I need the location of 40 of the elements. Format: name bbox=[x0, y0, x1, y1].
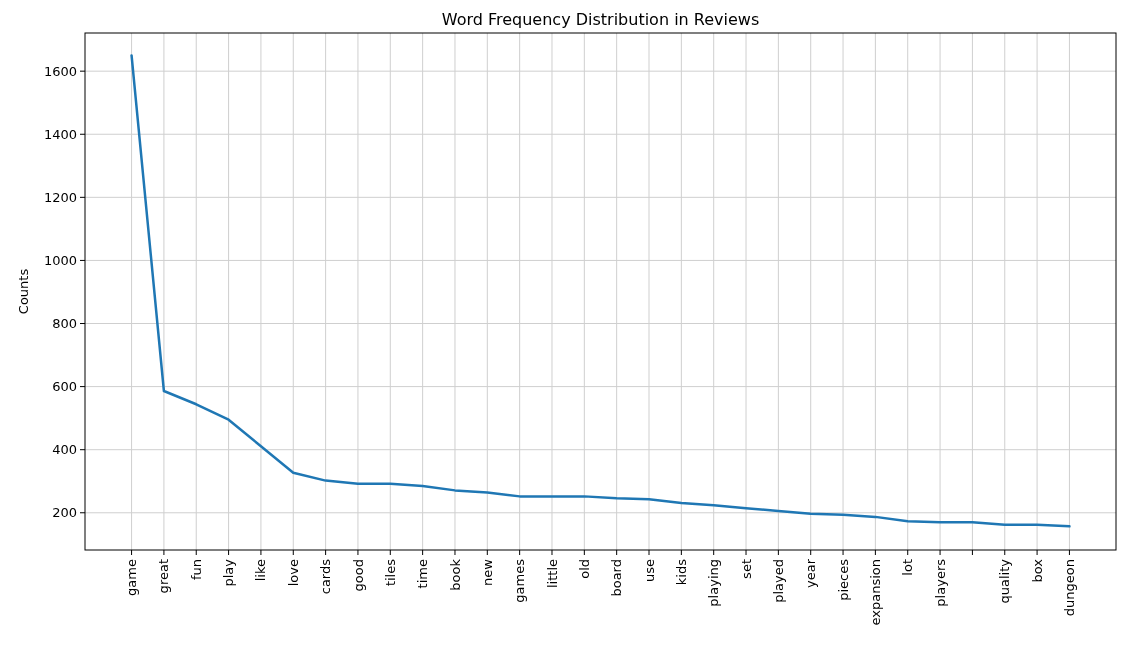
x-tick-label: good bbox=[350, 559, 366, 592]
x-tick-label: great bbox=[156, 559, 172, 594]
x-tick-label: played bbox=[770, 559, 786, 603]
x-tick-label: time bbox=[415, 559, 431, 589]
x-tick-label: playing bbox=[706, 559, 722, 607]
x-tick-label: dungeon bbox=[1061, 559, 1077, 617]
y-tick-label: 1600 bbox=[43, 63, 77, 79]
chart-title: Word Frequency Distribution in Reviews bbox=[441, 10, 760, 29]
x-tick-label: new bbox=[479, 558, 495, 586]
x-tick-label: players bbox=[932, 558, 948, 607]
x-tick-label: box bbox=[1029, 558, 1045, 583]
x-tick-label: love bbox=[285, 559, 301, 587]
y-tick-label: 1400 bbox=[43, 126, 77, 142]
x-tick-label: little bbox=[544, 559, 560, 589]
x-tick-label: lot bbox=[900, 559, 916, 576]
y-tick-label: 1200 bbox=[43, 189, 77, 205]
x-tick-label: expansion bbox=[867, 559, 883, 626]
x-tick-label: play bbox=[221, 558, 237, 587]
y-tick-label: 800 bbox=[52, 316, 77, 332]
x-tick-label: kids bbox=[673, 558, 689, 586]
x-tick-label: game bbox=[124, 559, 140, 596]
y-tick-label: 1000 bbox=[43, 252, 77, 268]
x-tick-label: tiles bbox=[382, 558, 398, 587]
y-tick-label: 400 bbox=[52, 442, 77, 458]
x-tick-label: old bbox=[576, 559, 592, 579]
y-tick-label: 200 bbox=[52, 505, 77, 521]
x-tick-label: year bbox=[803, 558, 819, 589]
x-tick-label: use bbox=[641, 559, 657, 583]
line-series bbox=[130, 54, 1071, 528]
x-tick-label: book bbox=[447, 558, 463, 591]
x-tick-label: quality bbox=[997, 558, 1013, 604]
x-tick-label: pieces bbox=[835, 558, 851, 601]
x-tick-label: fun bbox=[188, 559, 204, 581]
y-axis-title: Counts bbox=[16, 268, 31, 315]
x-tick-label: like bbox=[253, 559, 269, 582]
x-tick-label: cards bbox=[318, 558, 334, 595]
x-tick-label: games bbox=[512, 558, 528, 603]
x-tick-label: set bbox=[738, 559, 754, 579]
x-tick-label: board bbox=[609, 559, 625, 597]
y-tick-label: 600 bbox=[52, 379, 77, 395]
